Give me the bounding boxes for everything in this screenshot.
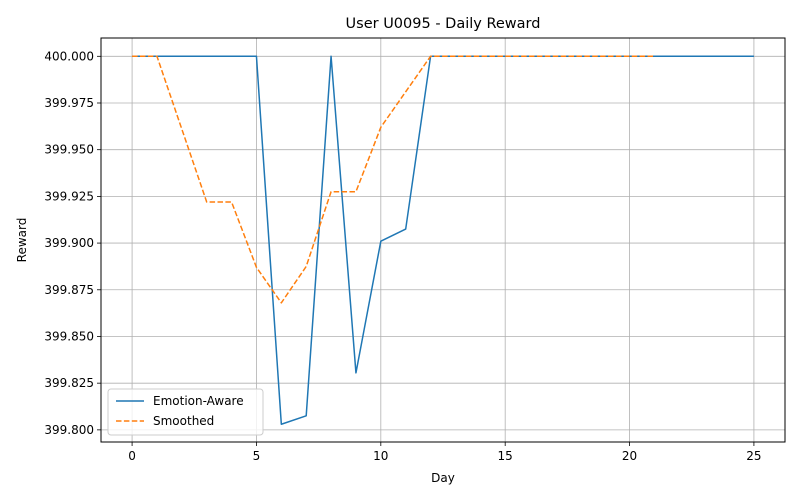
x-tick-label: 10 (373, 449, 388, 463)
y-tick-label: 399.925 (44, 189, 94, 203)
series-line-smoothed (132, 55, 655, 304)
plot-frame (100, 37, 786, 443)
x-tick-label: 5 (253, 449, 261, 463)
y-tick-label: 399.975 (44, 96, 94, 110)
y-axis-label: Reward (15, 218, 29, 263)
y-tick-label: 399.800 (44, 423, 94, 437)
y-tick-label: 399.825 (44, 376, 94, 390)
y-axis-ticks: 399.800 399.825 399.850 399.875 399.900 399.9… (44, 49, 101, 437)
x-tick-label: 20 (622, 449, 637, 463)
x-tick-label: 15 (498, 449, 513, 463)
series-lines (132, 55, 754, 426)
y-tick-label: 399.850 (44, 329, 94, 343)
legend-label-smoothed: Smoothed (153, 414, 214, 428)
y-tick-label: 399.875 (44, 283, 94, 297)
legend-label-emotion-aware: Emotion-Aware (153, 394, 244, 408)
chart-title: User U0095 - Daily Reward (346, 16, 541, 32)
x-axis-label: Day (431, 471, 455, 485)
x-tick-label: 25 (746, 449, 761, 463)
legend: Emotion-Aware Smoothed (107, 388, 264, 436)
x-axis-ticks: 0 5 10 15 20 25 (128, 442, 762, 463)
y-tick-label: 399.950 (44, 143, 94, 157)
y-tick-label: 399.900 (44, 236, 94, 250)
y-tick-label: 400.000 (44, 49, 94, 63)
x-tick-label: 0 (128, 449, 136, 463)
legend-box (107, 388, 264, 436)
